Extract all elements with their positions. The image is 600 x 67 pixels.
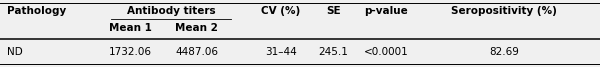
Text: 31–44: 31–44 (265, 47, 296, 57)
Text: Pathology: Pathology (7, 6, 67, 16)
Text: CV (%): CV (%) (261, 6, 301, 16)
Text: Seropositivity (%): Seropositivity (%) (451, 6, 557, 16)
Text: Mean 2: Mean 2 (175, 23, 218, 33)
Text: ND: ND (7, 47, 23, 57)
Text: 1732.06: 1732.06 (109, 47, 152, 57)
Text: <0.0001: <0.0001 (364, 47, 408, 57)
Text: 4487.06: 4487.06 (175, 47, 218, 57)
Text: 245.1: 245.1 (319, 47, 349, 57)
Text: Mean 1: Mean 1 (109, 23, 152, 33)
Text: Antibody titers: Antibody titers (127, 6, 215, 16)
Text: 82.69: 82.69 (489, 47, 519, 57)
Text: SE: SE (326, 6, 341, 16)
Text: p-value: p-value (364, 6, 407, 16)
